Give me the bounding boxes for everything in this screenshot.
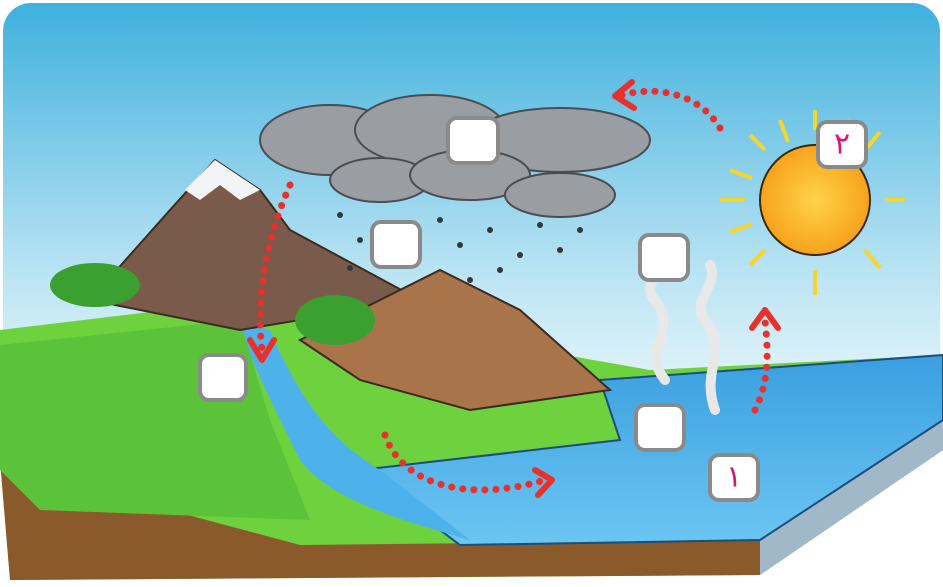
- water-cycle-diagram: ۲ ۱: [0, 0, 943, 587]
- bush: [295, 295, 375, 345]
- numbered-box: ۲: [818, 122, 866, 167]
- numbered-box: ۱: [710, 455, 758, 500]
- label-number: ۲: [834, 127, 850, 162]
- scene: ۲ ۱: [0, 3, 943, 580]
- bush: [50, 263, 140, 307]
- label-number: ۱: [726, 460, 742, 495]
